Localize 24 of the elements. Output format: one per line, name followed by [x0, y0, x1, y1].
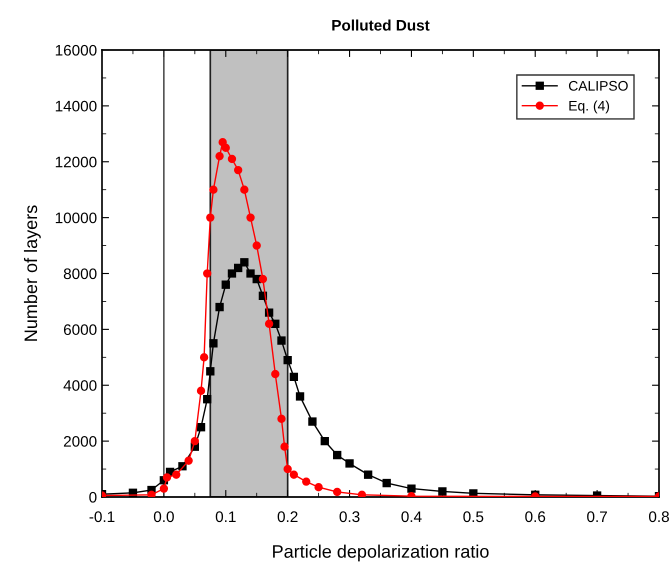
- legend-label: Eq. (4): [569, 100, 610, 114]
- x-tick-label: 0.8: [648, 511, 669, 522]
- y-tick-label: 2000: [64, 436, 97, 447]
- y-tick-label: 12000: [56, 156, 97, 168]
- y-axis-title: Number of layers: [24, 205, 41, 341]
- y-tick-label: 14000: [56, 100, 97, 112]
- x-tick-label: 0.7: [587, 511, 607, 522]
- y-tick-label: 0: [89, 492, 97, 503]
- x-tick-label: 0.5: [463, 511, 484, 522]
- x-tick-label: -0.1: [90, 511, 114, 522]
- y-tick-label: 10000: [56, 212, 97, 224]
- x-axis-title: Particle depolarization ratio: [273, 544, 489, 562]
- x-tick-label: 0.3: [340, 511, 360, 522]
- y-tick-label: 8000: [64, 268, 97, 280]
- chart-title: Polluted Dust: [332, 19, 430, 31]
- x-tick-label: 0.0: [154, 511, 174, 522]
- y-tick-label: 16000: [56, 44, 97, 56]
- x-tick-label: 0.6: [525, 511, 546, 522]
- x-tick-label: 0.2: [278, 511, 298, 522]
- legend-label: CALIPSO: [568, 80, 628, 91]
- y-tick-label: 6000: [64, 324, 97, 336]
- y-tick-label: 4000: [64, 380, 97, 391]
- x-tick-label: 0.1: [216, 511, 236, 522]
- x-tick-label: 0.4: [401, 511, 422, 522]
